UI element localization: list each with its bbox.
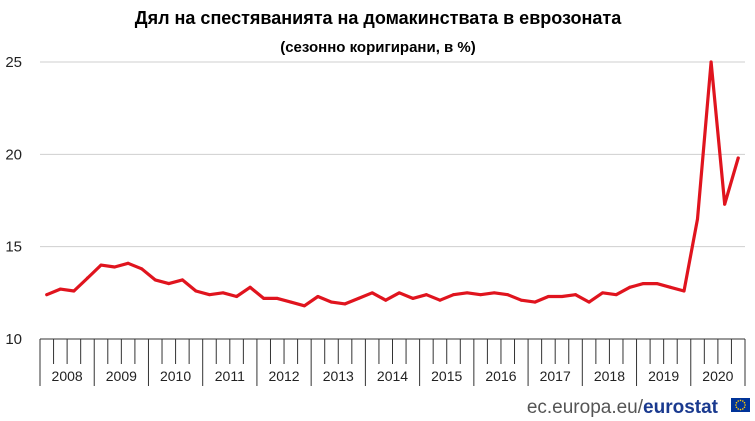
data-point [153, 278, 157, 282]
flag-star [735, 401, 738, 404]
data-point [289, 300, 293, 304]
data-point [99, 263, 103, 267]
data-point [519, 298, 523, 302]
data-point [207, 293, 211, 297]
data-point [370, 291, 374, 295]
brand-text: eurostat [643, 397, 719, 418]
grid-lines [40, 61, 745, 248]
data-point [316, 295, 320, 299]
data-point [709, 60, 713, 64]
footer-source: ec.europa.eu/eurostat [527, 397, 719, 418]
chart-subtitle: (сезонно коригирани, в %) [280, 39, 476, 56]
data-point [72, 289, 76, 293]
data-point [492, 291, 496, 295]
flag-star [742, 408, 744, 410]
data-point [560, 295, 564, 299]
data-point [424, 293, 428, 297]
year-label: 2012 [268, 368, 299, 384]
data-point [601, 291, 605, 295]
flag-star [744, 404, 746, 406]
source-text: ec.europa.eu/ [527, 397, 644, 418]
flag-star [739, 408, 742, 411]
data-point [397, 291, 401, 295]
data-point [574, 293, 578, 297]
flag-star [737, 408, 739, 410]
data-point [343, 302, 347, 306]
data-point [248, 285, 252, 289]
data-point [126, 261, 130, 265]
series-layer [45, 60, 740, 308]
x-axis: 2008 2009 2010 2011 2012 2013 2014 2015 2016 2017… [39, 338, 746, 386]
data-point [438, 298, 442, 302]
data-point [275, 296, 279, 300]
year-label: 2010 [160, 368, 191, 384]
data-point [180, 278, 184, 282]
year-label: 2015 [431, 368, 462, 384]
data-point [736, 156, 740, 160]
year-label: 2017 [540, 368, 571, 384]
data-point [655, 282, 659, 286]
data-point [628, 285, 632, 289]
data-point [140, 267, 144, 271]
data-point [479, 293, 483, 297]
data-point [411, 296, 415, 300]
data-point [85, 276, 89, 280]
y-axis-ticks: 10 15 20 25 [5, 54, 22, 348]
data-point [465, 291, 469, 295]
data-point [113, 265, 117, 269]
data-point [45, 293, 49, 297]
year-label: 2020 [702, 368, 733, 384]
data-point [58, 287, 62, 291]
data-point [235, 295, 239, 299]
data-point [384, 298, 388, 302]
data-point [194, 289, 198, 293]
data-point [723, 202, 727, 206]
flag-field [731, 398, 750, 412]
year-label: 2011 [215, 368, 245, 384]
y-tick-label: 25 [5, 54, 22, 71]
year-label: 2016 [485, 368, 516, 384]
data-point [452, 293, 456, 297]
year-label: 2013 [323, 368, 354, 384]
flag-star [735, 404, 737, 406]
eu-flag-icon [731, 398, 750, 412]
data-point [357, 296, 361, 300]
series-line [45, 60, 740, 308]
data-point [221, 291, 225, 295]
chart-title: Дял на спестяванията на домакинствата в … [135, 8, 622, 28]
year-label: 2018 [594, 368, 625, 384]
year-label: 2008 [52, 368, 83, 384]
data-point [546, 295, 550, 299]
data-point [587, 300, 591, 304]
y-tick-label: 15 [5, 239, 22, 256]
data-point [682, 289, 686, 293]
data-point [167, 282, 171, 286]
data-point [641, 282, 645, 286]
y-tick-label: 10 [5, 331, 22, 348]
data-point [614, 293, 618, 297]
flag-star [737, 400, 739, 402]
data-point [329, 300, 333, 304]
data-point [668, 285, 672, 289]
flag-star [735, 406, 738, 409]
data-point [302, 304, 306, 308]
data-point [696, 217, 700, 221]
data-point [262, 296, 266, 300]
year-label: 2009 [106, 368, 137, 384]
footer: ec.europa.eu/eurostat [527, 397, 750, 418]
y-tick-label: 20 [5, 146, 22, 163]
data-point [506, 293, 510, 297]
flag-star [743, 401, 746, 404]
year-label: 2014 [377, 368, 408, 384]
year-label: 2019 [648, 368, 679, 384]
flag-star [739, 399, 742, 402]
flag-star [742, 400, 744, 402]
data-point [533, 300, 537, 304]
flag-star [743, 406, 746, 409]
